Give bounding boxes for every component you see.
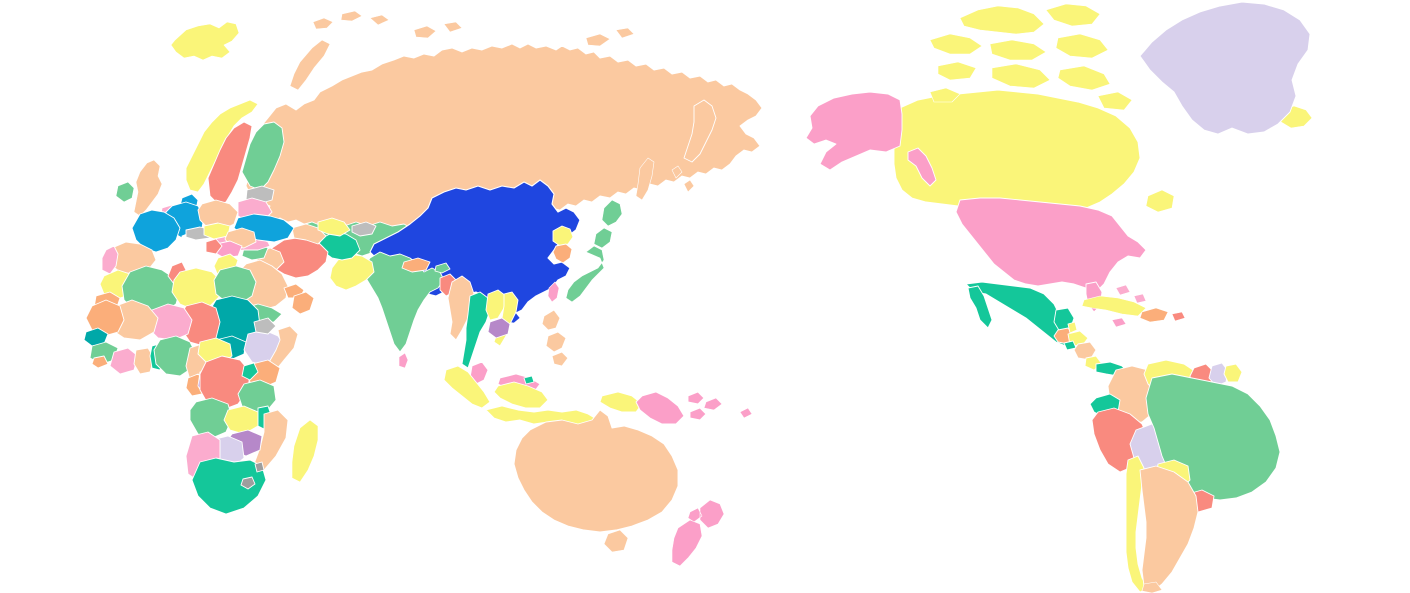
country-france[interactable] bbox=[132, 210, 180, 252]
country-alaska[interactable] bbox=[806, 92, 902, 170]
country-lesotho[interactable] bbox=[241, 477, 255, 489]
country-tasmania[interactable] bbox=[604, 530, 628, 552]
country-turkmenistan[interactable] bbox=[292, 224, 326, 244]
country-zambia[interactable] bbox=[224, 406, 258, 434]
country-oman[interactable] bbox=[292, 292, 314, 314]
country-novaya-zemlya[interactable] bbox=[290, 40, 330, 90]
country-argentina[interactable] bbox=[1140, 466, 1198, 592]
country-bhutan[interactable] bbox=[435, 263, 450, 273]
country-sri-lanka[interactable] bbox=[399, 353, 408, 368]
country-uzbekistan[interactable] bbox=[318, 218, 350, 236]
country-mauritania[interactable] bbox=[86, 300, 124, 336]
country-angola[interactable] bbox=[190, 398, 232, 438]
country-south-korea[interactable] bbox=[553, 244, 572, 263]
country-new-zealand-north[interactable] bbox=[688, 500, 724, 528]
region-south-america bbox=[1090, 360, 1280, 593]
country-laos[interactable] bbox=[486, 290, 506, 320]
country-united-states[interactable] bbox=[956, 198, 1146, 292]
country-eritrea[interactable] bbox=[254, 318, 276, 334]
country-russia-sakhalin[interactable] bbox=[636, 158, 654, 200]
country-ivory-coast[interactable] bbox=[110, 348, 138, 374]
country-philippines[interactable] bbox=[542, 310, 568, 366]
country-cambodia[interactable] bbox=[488, 318, 510, 338]
country-eswatini[interactable] bbox=[255, 462, 264, 472]
country-new-siberian-islands[interactable] bbox=[586, 28, 634, 46]
country-south-africa[interactable] bbox=[192, 458, 266, 514]
country-australia[interactable] bbox=[514, 410, 678, 532]
country-ireland[interactable] bbox=[116, 182, 134, 202]
country-tierra-del-fuego[interactable] bbox=[1142, 582, 1162, 593]
country-fiji[interactable] bbox=[740, 408, 752, 418]
country-hispaniola[interactable] bbox=[1140, 308, 1168, 322]
country-pakistan[interactable] bbox=[330, 254, 374, 290]
country-belize[interactable] bbox=[1068, 322, 1077, 333]
country-nepal[interactable] bbox=[402, 258, 430, 272]
country-russia-kuril-islands[interactable] bbox=[672, 166, 694, 192]
country-canada-arctic-islands[interactable] bbox=[930, 4, 1132, 110]
country-alaska-panhandle[interactable] bbox=[908, 148, 936, 186]
country-brunei[interactable] bbox=[524, 376, 534, 384]
country-nigeria[interactable] bbox=[154, 336, 196, 376]
country-french-guiana[interactable] bbox=[1224, 364, 1242, 382]
country-svalbard[interactable] bbox=[171, 22, 239, 60]
country-north-korea[interactable] bbox=[553, 226, 573, 246]
country-taiwan[interactable] bbox=[548, 282, 559, 302]
region-africa bbox=[84, 262, 318, 514]
country-somalia[interactable] bbox=[268, 326, 298, 370]
country-bahamas[interactable] bbox=[1116, 285, 1146, 303]
country-solomon-islands[interactable] bbox=[704, 398, 722, 410]
country-suriname[interactable] bbox=[1209, 363, 1228, 386]
region-north-america bbox=[806, 2, 1310, 376]
country-portugal[interactable] bbox=[102, 246, 118, 274]
country-mozambique[interactable] bbox=[254, 410, 288, 470]
country-canada[interactable] bbox=[894, 90, 1140, 216]
country-kyrgyzstan[interactable] bbox=[352, 222, 376, 236]
country-adriatic-states[interactable] bbox=[206, 239, 222, 254]
country-papua-new-guinea[interactable] bbox=[636, 392, 706, 424]
country-puerto-rico[interactable] bbox=[1172, 312, 1185, 321]
country-dr-congo[interactable] bbox=[200, 356, 250, 410]
region-oceania bbox=[514, 398, 752, 566]
country-newfoundland[interactable] bbox=[1146, 190, 1174, 212]
country-madagascar[interactable] bbox=[292, 420, 318, 482]
region-europe bbox=[102, 100, 1312, 284]
country-ghana[interactable] bbox=[134, 348, 154, 374]
country-franz-josef-land[interactable] bbox=[313, 11, 389, 29]
country-uganda[interactable] bbox=[242, 363, 258, 380]
country-united-kingdom[interactable] bbox=[134, 160, 162, 216]
country-greenland[interactable] bbox=[1140, 2, 1310, 134]
country-mexico-baja[interactable] bbox=[968, 286, 992, 328]
country-sierra-leone[interactable] bbox=[92, 356, 108, 368]
country-myanmar[interactable] bbox=[448, 276, 474, 340]
country-new-zealand-south[interactable] bbox=[672, 520, 702, 566]
country-jamaica[interactable] bbox=[1112, 318, 1126, 327]
country-severnaya-zemlya[interactable] bbox=[414, 22, 462, 38]
country-indonesia[interactable] bbox=[444, 366, 642, 426]
country-japan[interactable] bbox=[566, 200, 622, 302]
country-russia-kamchatka[interactable] bbox=[684, 100, 716, 162]
country-cuba[interactable] bbox=[1082, 296, 1146, 316]
